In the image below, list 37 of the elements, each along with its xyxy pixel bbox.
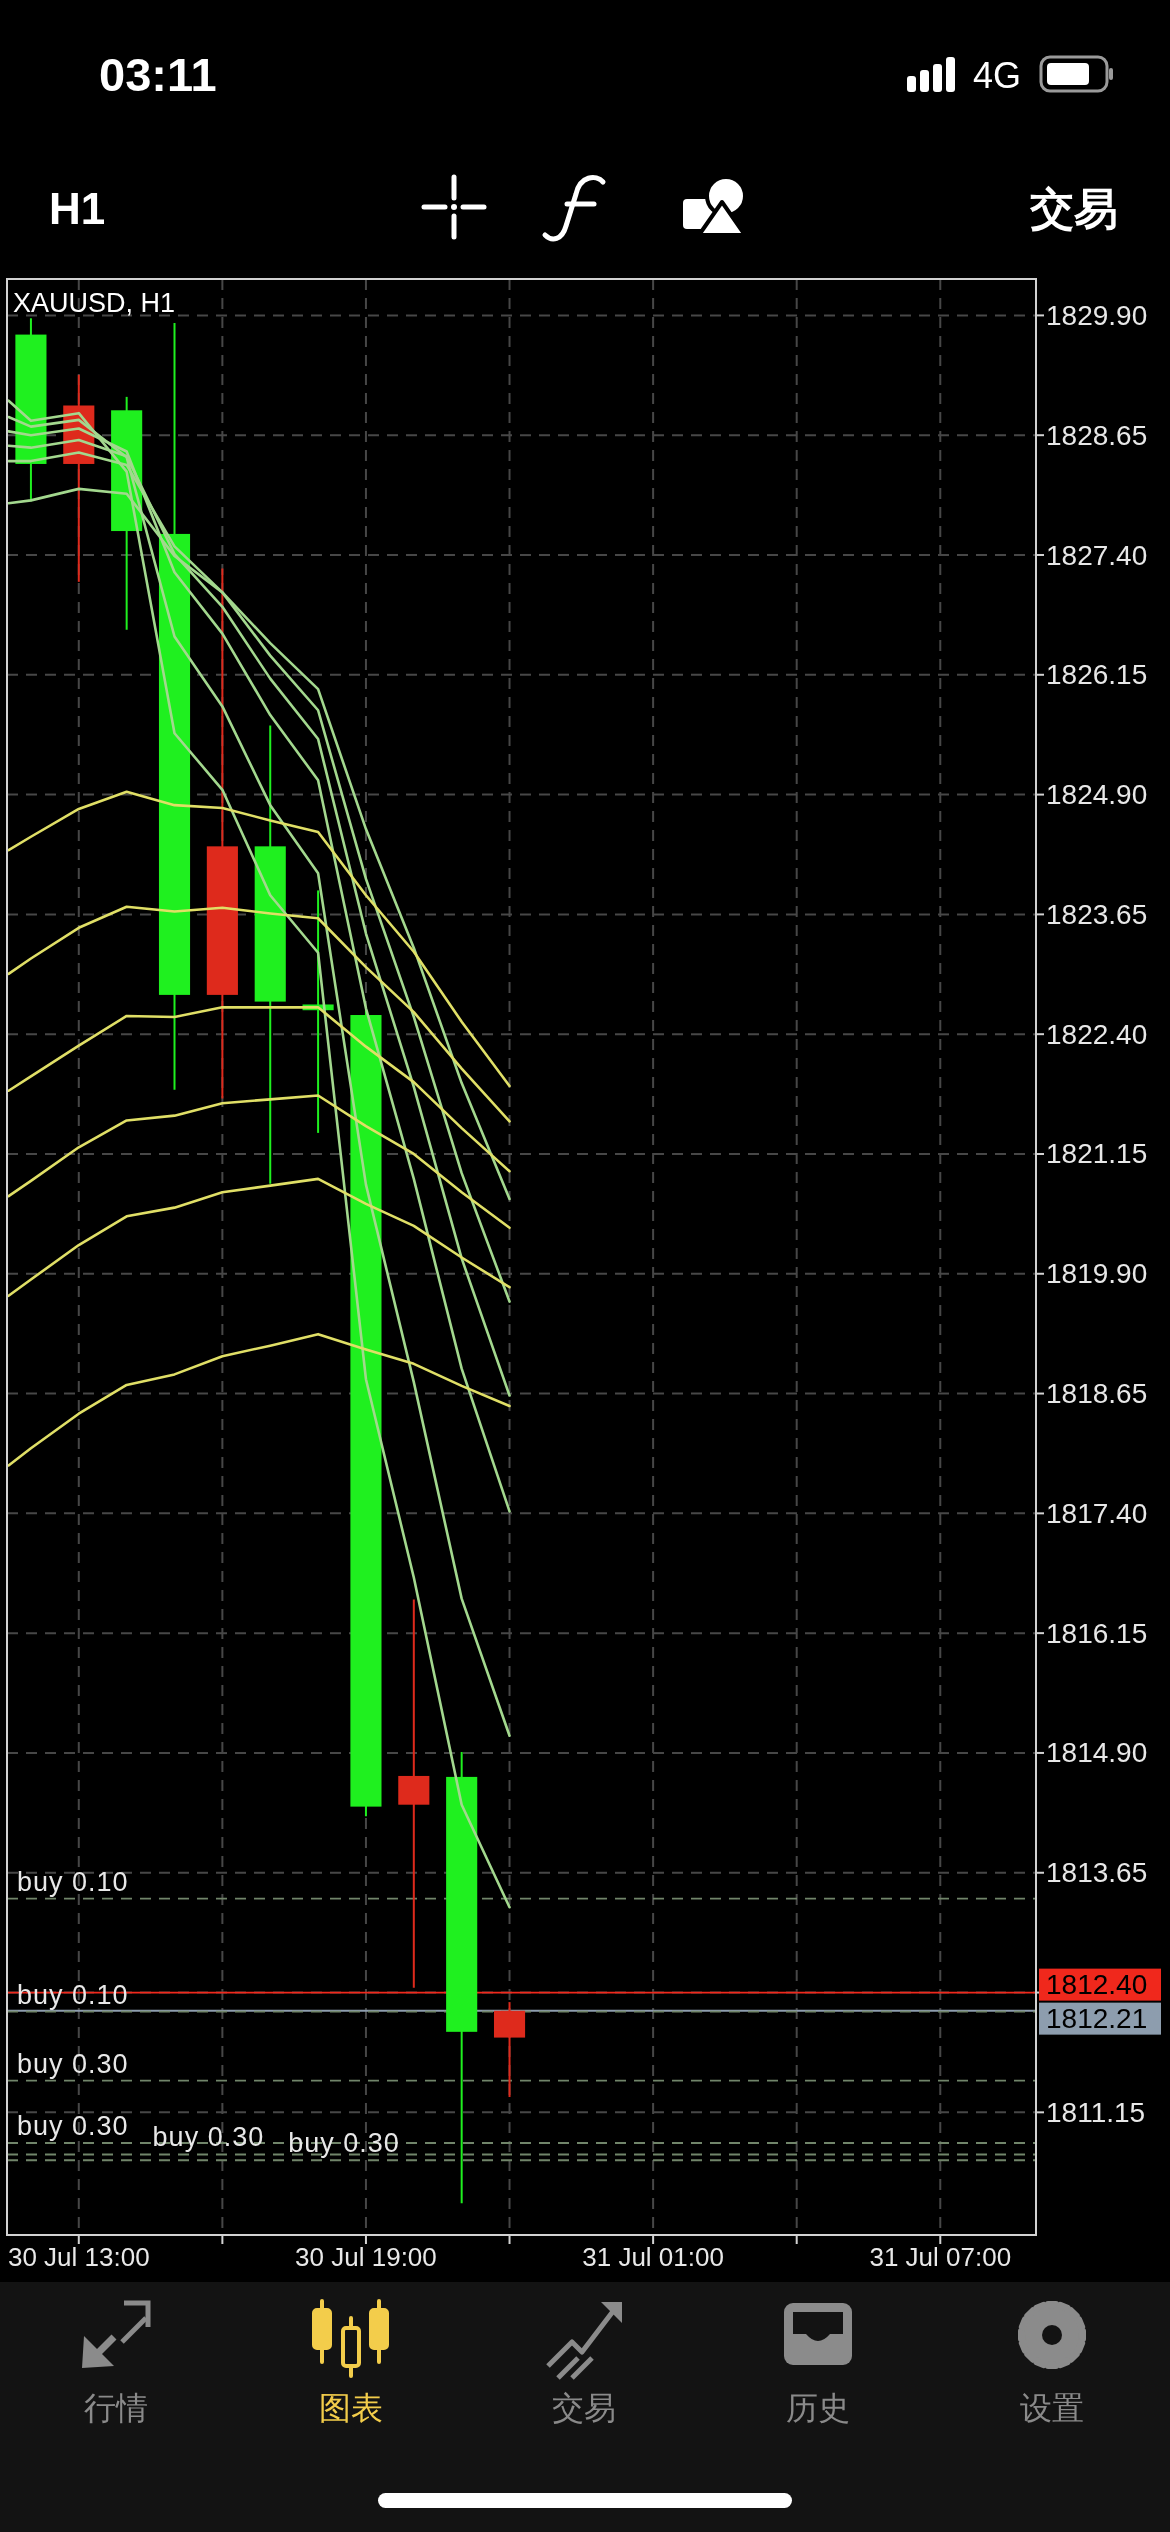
text: 历史 xyxy=(786,2390,850,2426)
y-tick-label: 1819.90 xyxy=(1046,1258,1148,1290)
price-box: 1812.21 xyxy=(1039,2002,1161,2035)
ref-line-label: buy 0.30 xyxy=(152,2122,265,2153)
y-tick-label: 1811.15 xyxy=(1046,2096,1146,2128)
y-tick-label: 1816.15 xyxy=(1046,1617,1148,1649)
y-tick-label: 1822.40 xyxy=(1046,1018,1148,1050)
x-tick-label: 30 Jul 19:00 xyxy=(295,2242,437,2272)
ref-line-label: 1812.40 xyxy=(1046,1969,1148,2001)
y-tick-label: 1826.15 xyxy=(1046,659,1148,691)
price-box: 1812.40 xyxy=(1039,1968,1161,2001)
text: 图表 xyxy=(319,2390,383,2426)
x-tick-label: 31 Jul 01:00 xyxy=(582,2242,724,2272)
y-tick-label: 1814.90 xyxy=(1046,1737,1148,1769)
x-tick-label: 31 Jul 07:00 xyxy=(869,2242,1012,2272)
text: H1 xyxy=(49,183,106,233)
y-tick-label: 1823.65 xyxy=(1046,898,1148,930)
ref-line-label: buy 0.30 xyxy=(17,2048,129,2079)
text: 行情 xyxy=(84,2390,148,2426)
text: 交易 xyxy=(1029,183,1118,233)
text: 03:11 xyxy=(99,47,217,101)
y-tick-label: 1827.40 xyxy=(1046,539,1148,571)
y-tick-label: 1829.90 xyxy=(1046,299,1148,331)
x-tick-label: 30 Jul 13:00 xyxy=(7,2242,150,2272)
ref-line-label: buy 0.30 xyxy=(17,2111,129,2141)
chart-title: XAUUSD, H1 xyxy=(13,288,176,318)
text: 4G xyxy=(973,54,1022,96)
y-tick-label: 1824.90 xyxy=(1046,779,1148,811)
text: 交易 xyxy=(552,2390,616,2426)
y-tick-label: 1821.15 xyxy=(1046,1138,1148,1170)
y-tick-label: 1818.65 xyxy=(1046,1378,1148,1410)
y-tick-label: 1817.40 xyxy=(1046,1497,1148,1529)
ref-line-label: buy 0.10 xyxy=(17,1866,129,1897)
text: 设置 xyxy=(1020,2390,1084,2426)
ref-line-label: 1812.21 xyxy=(1046,2003,1148,2035)
y-tick-label: 1813.65 xyxy=(1046,1857,1148,1889)
y-tick-label: 1828.65 xyxy=(1046,419,1148,451)
